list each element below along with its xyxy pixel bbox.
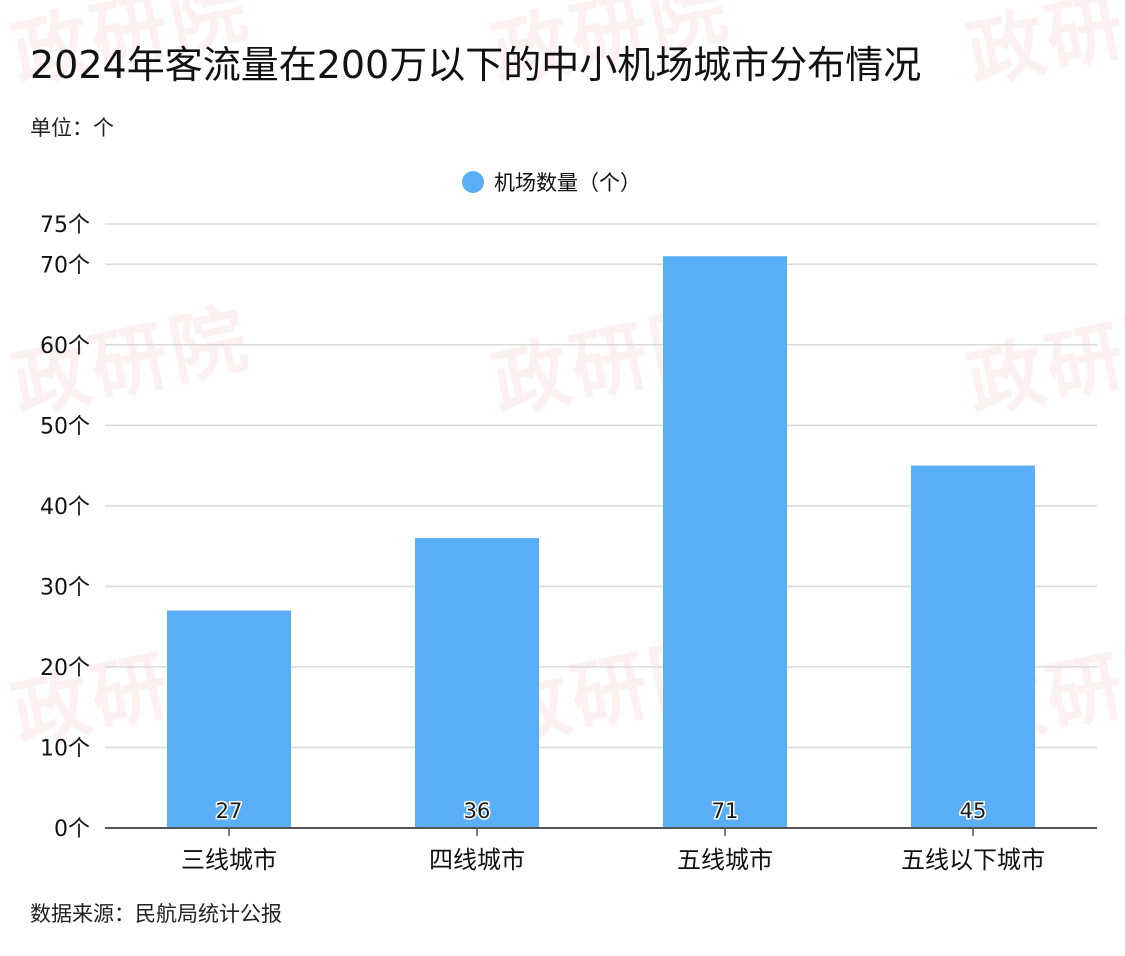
y-tick-label: 0个 xyxy=(54,817,90,842)
legend-label: 机场数量（个） xyxy=(494,171,641,195)
y-tick-label: 10个 xyxy=(40,736,90,761)
x-tick-label: 四线城市 xyxy=(429,846,525,874)
unit-label: 单位：个 xyxy=(30,116,114,140)
y-tick-label: 30个 xyxy=(40,575,90,600)
y-tick-label: 60个 xyxy=(40,334,90,359)
y-tick-label: 40个 xyxy=(40,495,90,520)
y-tick-label: 20个 xyxy=(40,656,90,681)
x-tick-label: 五线城市 xyxy=(677,846,773,874)
chart-legend: 机场数量（个） xyxy=(462,171,641,195)
x-tick-label: 三线城市 xyxy=(181,846,277,874)
data-label: 45 xyxy=(960,799,987,823)
source-note: 数据来源：民航局统计公报 xyxy=(30,902,282,926)
bar xyxy=(911,465,1035,828)
y-tick-label: 50个 xyxy=(40,414,90,439)
x-axis-labels: 三线城市 四线城市 五线城市 五线以下城市 xyxy=(181,828,1045,874)
bars xyxy=(167,256,1035,828)
data-labels: 27 36 71 45 xyxy=(214,798,988,825)
chart-title: 2024年客流量在200万以下的中小机场城市分布情况 xyxy=(30,43,922,87)
data-label: 36 xyxy=(464,799,491,823)
y-tick-label: 70个 xyxy=(40,253,90,278)
y-axis: 0个 10个 20个 30个 40个 50个 60个 70个 75个 xyxy=(40,213,90,842)
y-tick-label: 75个 xyxy=(40,213,90,238)
data-label: 27 xyxy=(216,799,243,823)
bar xyxy=(167,610,291,828)
bar xyxy=(415,538,539,828)
bar xyxy=(663,256,787,828)
x-tick-label: 五线以下城市 xyxy=(901,846,1045,874)
legend-marker xyxy=(462,171,484,193)
data-label: 71 xyxy=(712,799,739,823)
